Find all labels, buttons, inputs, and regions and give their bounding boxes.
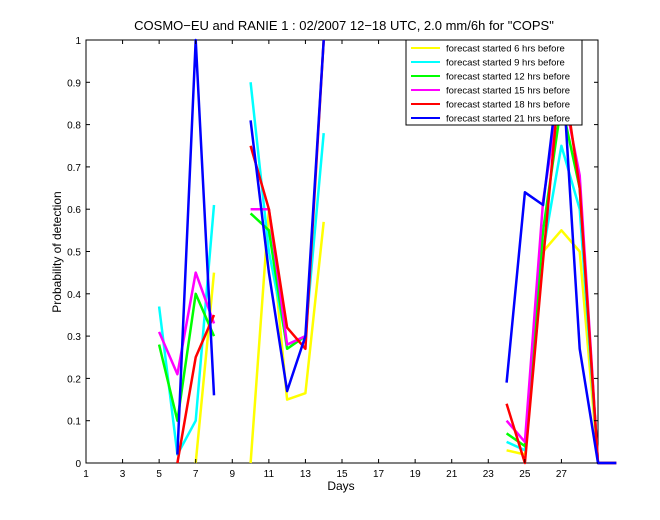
x-axis-label: Days [327,479,354,493]
x-tick-label: 3 [120,469,126,480]
y-tick-label: 0.3 [67,332,81,343]
x-tick-label: 11 [264,469,275,480]
y-tick-label: 0.4 [67,290,81,301]
legend-label: forecast started 6 hrs before [446,44,565,55]
y-tick-label: 0.6 [67,205,81,216]
chart-title: COSMO−EU and RANIE 1 : 02/2007 12−18 UTC… [134,18,554,33]
legend-items: forecast started 6 hrs before forecast st… [411,44,570,125]
series-line [157,292,216,422]
x-tick-label: 27 [556,469,568,480]
y-axis-label: Probability of detection [50,191,64,312]
x-tick-label: 19 [410,469,422,480]
y-tick-label: 1 [75,36,81,47]
y-tick-label: 0.9 [67,78,81,89]
x-tick-label: 1 [83,469,89,480]
series-line [194,272,216,464]
x-tick-label: 7 [193,469,199,480]
series-line [249,39,325,393]
x-tick-label: 9 [230,469,236,480]
series-line [249,212,307,351]
series-line [250,207,306,346]
legend: forecast started 6 hrs before forecast st… [405,39,583,126]
x-tick-label: 13 [300,469,312,480]
legend-label: forecast started 9 hrs before [446,58,565,69]
legend-label: forecast started 21 hrs before [446,114,570,125]
y-tick-label: 0 [75,459,81,470]
series-line [176,314,216,464]
series-line [157,271,216,376]
x-tick-label: 17 [373,469,385,480]
x-tick-label: 23 [483,469,495,480]
legend-box [405,39,583,126]
x-tick-label: 15 [336,469,348,480]
y-tick-label: 0.8 [67,121,81,132]
legend-label: forecast started 12 hrs before [446,72,570,83]
y-tick-label: 0.7 [67,163,81,174]
tick-layer: 1 3 5 7 9 11 13 15 17 19 21 23 25 2700.10.20.30.40.50… [67,36,598,480]
x-tick-label: 5 [156,469,162,480]
x-tick-label: 25 [519,469,531,480]
y-tick-label: 0.2 [67,374,81,385]
legend-label: forecast started 18 hrs before [446,100,570,111]
x-tick-label: 21 [446,469,458,480]
y-tick-label: 0.1 [67,417,81,428]
legend-label: forecast started 15 hrs before [446,86,570,97]
series-line [249,207,325,464]
y-tick-label: 0.5 [67,248,81,259]
